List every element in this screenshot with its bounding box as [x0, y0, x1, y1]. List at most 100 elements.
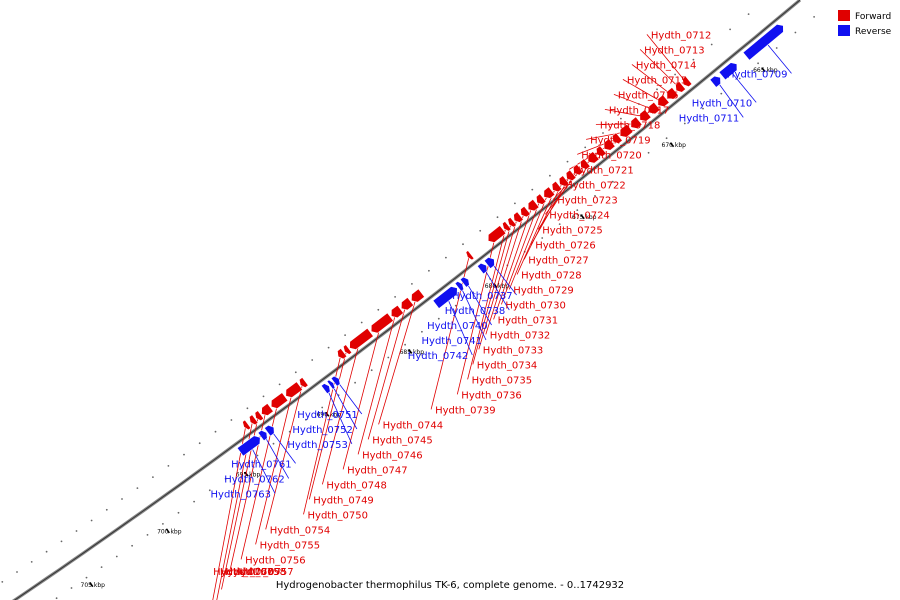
gene-label[interactable]: Hydth_0761: [231, 459, 292, 470]
gene-label[interactable]: Hydth_0756: [245, 555, 306, 566]
gene-hydth-0759[interactable]: [248, 414, 259, 426]
gene-label[interactable]: Hydth_0715: [627, 75, 688, 86]
gene-label[interactable]: Hydth_0725: [542, 225, 603, 236]
gene-label[interactable]: Hydth_0729: [513, 285, 574, 296]
gene-hydth-0755[interactable]: [285, 381, 304, 398]
gene-label[interactable]: Hydth_0746: [362, 450, 423, 461]
gene-label[interactable]: Hydth_0713: [644, 45, 705, 56]
gene-label[interactable]: Hydth_0712: [651, 30, 712, 41]
gene-label[interactable]: Hydth_0755: [260, 540, 321, 551]
gene-label[interactable]: Hydth_0723: [557, 195, 618, 206]
gene-hydth-0728[interactable]: [551, 180, 563, 193]
gene-hydth-0758[interactable]: [254, 410, 265, 422]
gene-hydth-0716[interactable]: [648, 101, 661, 115]
gene-hydth-0745[interactable]: [400, 296, 415, 311]
gene-hydth-0737[interactable]: [483, 257, 495, 270]
gene-label[interactable]: Hydth_0709: [727, 69, 788, 80]
gene-label[interactable]: Hydth_0717: [609, 105, 670, 116]
gene-label[interactable]: Hydth_0759: [220, 567, 281, 578]
gene-label[interactable]: Hydth_0758: [226, 567, 287, 578]
gene-hydth-0712[interactable]: [682, 75, 693, 88]
gene-label[interactable]: Hydth_0716: [618, 90, 679, 101]
gene-hydth-0718[interactable]: [630, 116, 643, 129]
gene-hydth-0713[interactable]: [675, 81, 687, 93]
gene-hydth-0756[interactable]: [270, 392, 289, 409]
gene-label[interactable]: Hydth_0714: [636, 60, 697, 71]
gene-label[interactable]: Hydth_0745: [372, 435, 433, 446]
gene-hydth-0746[interactable]: [390, 304, 404, 319]
gene-hydth-0729[interactable]: [543, 186, 556, 199]
gene-label[interactable]: Hydth_0752: [292, 425, 353, 436]
gene-label[interactable]: Hydth_0760: [213, 567, 274, 578]
gene-hydth-0731[interactable]: [527, 198, 540, 212]
gene-hydth-0736[interactable]: [487, 225, 507, 243]
gene-label[interactable]: Hydth_0726: [535, 240, 596, 251]
gene-hydth-0754[interactable]: [298, 376, 309, 388]
gene-hydth-0723[interactable]: [587, 151, 600, 164]
gene-label[interactable]: Hydth_0748: [326, 480, 387, 491]
gene-label[interactable]: Hydth_0732: [490, 330, 551, 341]
gene-hydth-0753[interactable]: [320, 383, 331, 395]
gene-hydth-0709[interactable]: [742, 23, 784, 61]
gene-hydth-0727[interactable]: [558, 175, 570, 187]
gene-label[interactable]: Hydth_0737: [452, 291, 513, 302]
gene-hydth-0752[interactable]: [326, 379, 336, 390]
gene-label[interactable]: Hydth_0740: [427, 321, 488, 332]
gene-hydth-0720[interactable]: [611, 132, 623, 144]
gene-hydth-0742[interactable]: [432, 286, 458, 309]
gene-hydth-0711[interactable]: [709, 75, 721, 88]
gene-label[interactable]: Hydth_0722: [565, 180, 626, 191]
gene-label[interactable]: Hydth_0721: [573, 165, 634, 176]
gene-label[interactable]: Hydth_0747: [347, 465, 408, 476]
gene-hydth-0724[interactable]: [579, 158, 591, 170]
gene-label[interactable]: Hydth_0724: [549, 210, 610, 221]
gene-hydth-0744[interactable]: [411, 288, 426, 303]
gene-label[interactable]: Hydth_0750: [308, 510, 369, 521]
gene-label[interactable]: Hydth_0728: [521, 270, 582, 281]
gene-label[interactable]: Hydth_0736: [461, 390, 522, 401]
gene-hydth-0722[interactable]: [595, 145, 607, 157]
gene-label[interactable]: Hydth_0763: [211, 489, 272, 500]
gene-label[interactable]: Hydth_0749: [313, 495, 374, 506]
gene-hydth-0761[interactable]: [263, 424, 275, 437]
gene-label[interactable]: Hydth_0757: [233, 567, 294, 578]
gene-label[interactable]: Hydth_0742: [408, 351, 469, 362]
gene-label[interactable]: Hydth_0711: [679, 113, 740, 124]
gene-hydth-0763[interactable]: [236, 435, 261, 457]
gene-label[interactable]: Hydth_0731: [498, 315, 558, 326]
gene-hydth-0735[interactable]: [502, 220, 512, 232]
gene-label[interactable]: Hydth_0741: [422, 336, 483, 347]
gene-hydth-0741[interactable]: [454, 281, 465, 292]
gene-label[interactable]: Hydth_0762: [224, 474, 285, 485]
gene-hydth-0762[interactable]: [257, 429, 268, 442]
gene-label[interactable]: Hydth_0744: [383, 420, 444, 431]
gene-hydth-0730[interactable]: [535, 193, 547, 205]
gene-hydth-0751[interactable]: [330, 375, 341, 387]
gene-hydth-0747[interactable]: [370, 312, 394, 334]
gene-label[interactable]: Hydth_0735: [472, 375, 532, 386]
gene-label[interactable]: Hydth_0719: [590, 135, 651, 146]
gene-hydth-0715[interactable]: [657, 94, 670, 108]
gene-hydth-0714[interactable]: [666, 86, 679, 100]
gene-hydth-0749[interactable]: [342, 344, 353, 355]
gene-hydth-0726[interactable]: [565, 169, 577, 182]
gene-hydth-0750[interactable]: [337, 347, 348, 360]
gene-hydth-0732[interactable]: [520, 205, 531, 218]
gene-label[interactable]: Hydth_0751: [297, 410, 358, 421]
gene-label[interactable]: Hydth_0753: [287, 440, 348, 451]
gene-label[interactable]: Hydth_0720: [581, 150, 642, 161]
gene-label[interactable]: Hydth_0738: [445, 306, 506, 317]
gene-label[interactable]: Hydth_0739: [435, 405, 496, 416]
gene-label[interactable]: Hydth_0718: [600, 120, 661, 131]
gene-label[interactable]: Hydth_0734: [477, 360, 538, 371]
gene-hydth-0725[interactable]: [572, 163, 584, 176]
gene-hydth-0721[interactable]: [603, 138, 616, 151]
gene-hydth-0719[interactable]: [619, 123, 634, 138]
gene-label[interactable]: Hydth_0710: [692, 98, 753, 109]
gene-hydth-0738[interactable]: [476, 262, 488, 275]
gene-label[interactable]: Hydth_0730: [505, 300, 566, 311]
gene-hydth-0739[interactable]: [465, 250, 475, 261]
gene-label[interactable]: Hydth_0727: [528, 255, 589, 266]
gene-hydth-0717[interactable]: [639, 109, 652, 122]
gene-label[interactable]: Hydth_0733: [483, 345, 544, 356]
